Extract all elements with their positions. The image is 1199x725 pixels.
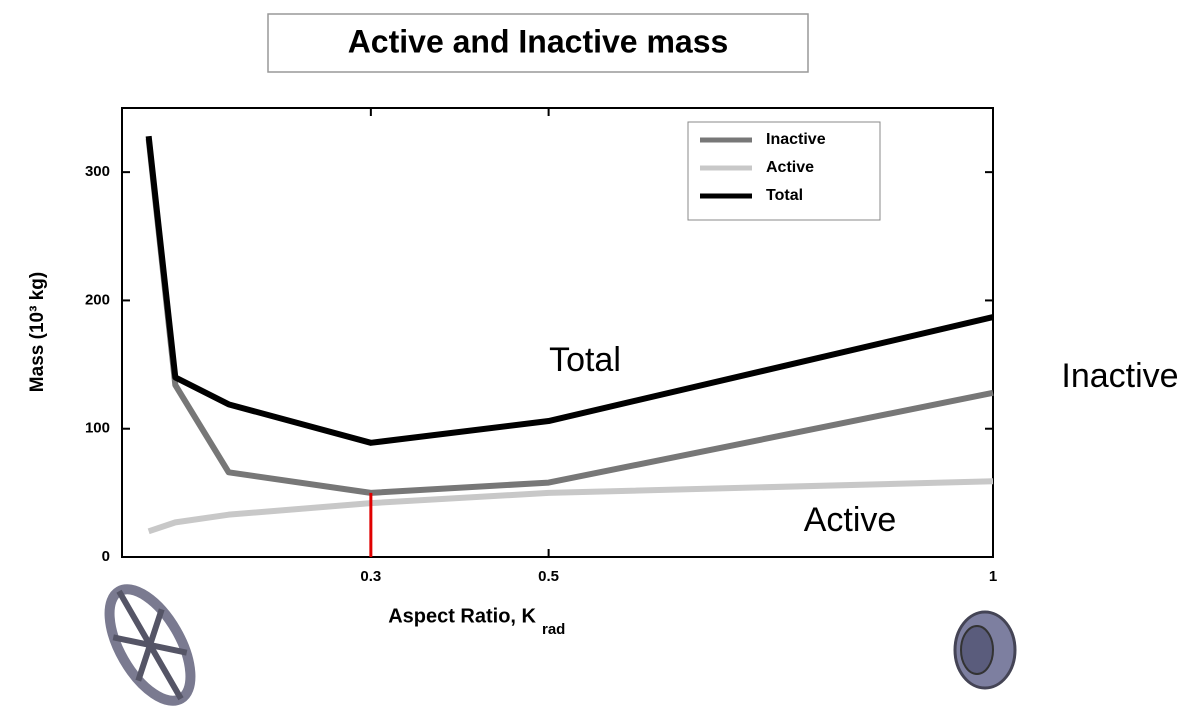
- chart: Active and Inactive mass Mass (10³ kg) A…: [0, 0, 1199, 725]
- x-tick-label: 0.3: [360, 568, 381, 585]
- legend-label: Active: [766, 159, 814, 176]
- annotation: Inactive: [1061, 357, 1178, 395]
- y-tick-label: 300: [85, 163, 110, 180]
- y-tick-label: 100: [85, 420, 110, 437]
- x-axis-label-subscript: rad: [542, 621, 565, 638]
- legend-label: Inactive: [766, 131, 826, 148]
- x-axis-label: Aspect Ratio, K: [388, 605, 536, 627]
- legend-label: Total: [766, 187, 803, 204]
- chart-title: Active and Inactive mass: [348, 23, 729, 59]
- y-tick-label: 200: [85, 291, 110, 308]
- y-tick-label: 0: [102, 548, 110, 565]
- wheel-icon-left: [93, 576, 207, 713]
- annotation: Total: [549, 341, 621, 379]
- wheel-icon-right: [955, 612, 1015, 688]
- annotation: Active: [804, 501, 897, 539]
- x-tick-label: 1: [989, 568, 997, 585]
- y-axis-label: Mass (10³ kg): [27, 272, 48, 392]
- x-tick-label: 0.5: [538, 568, 559, 585]
